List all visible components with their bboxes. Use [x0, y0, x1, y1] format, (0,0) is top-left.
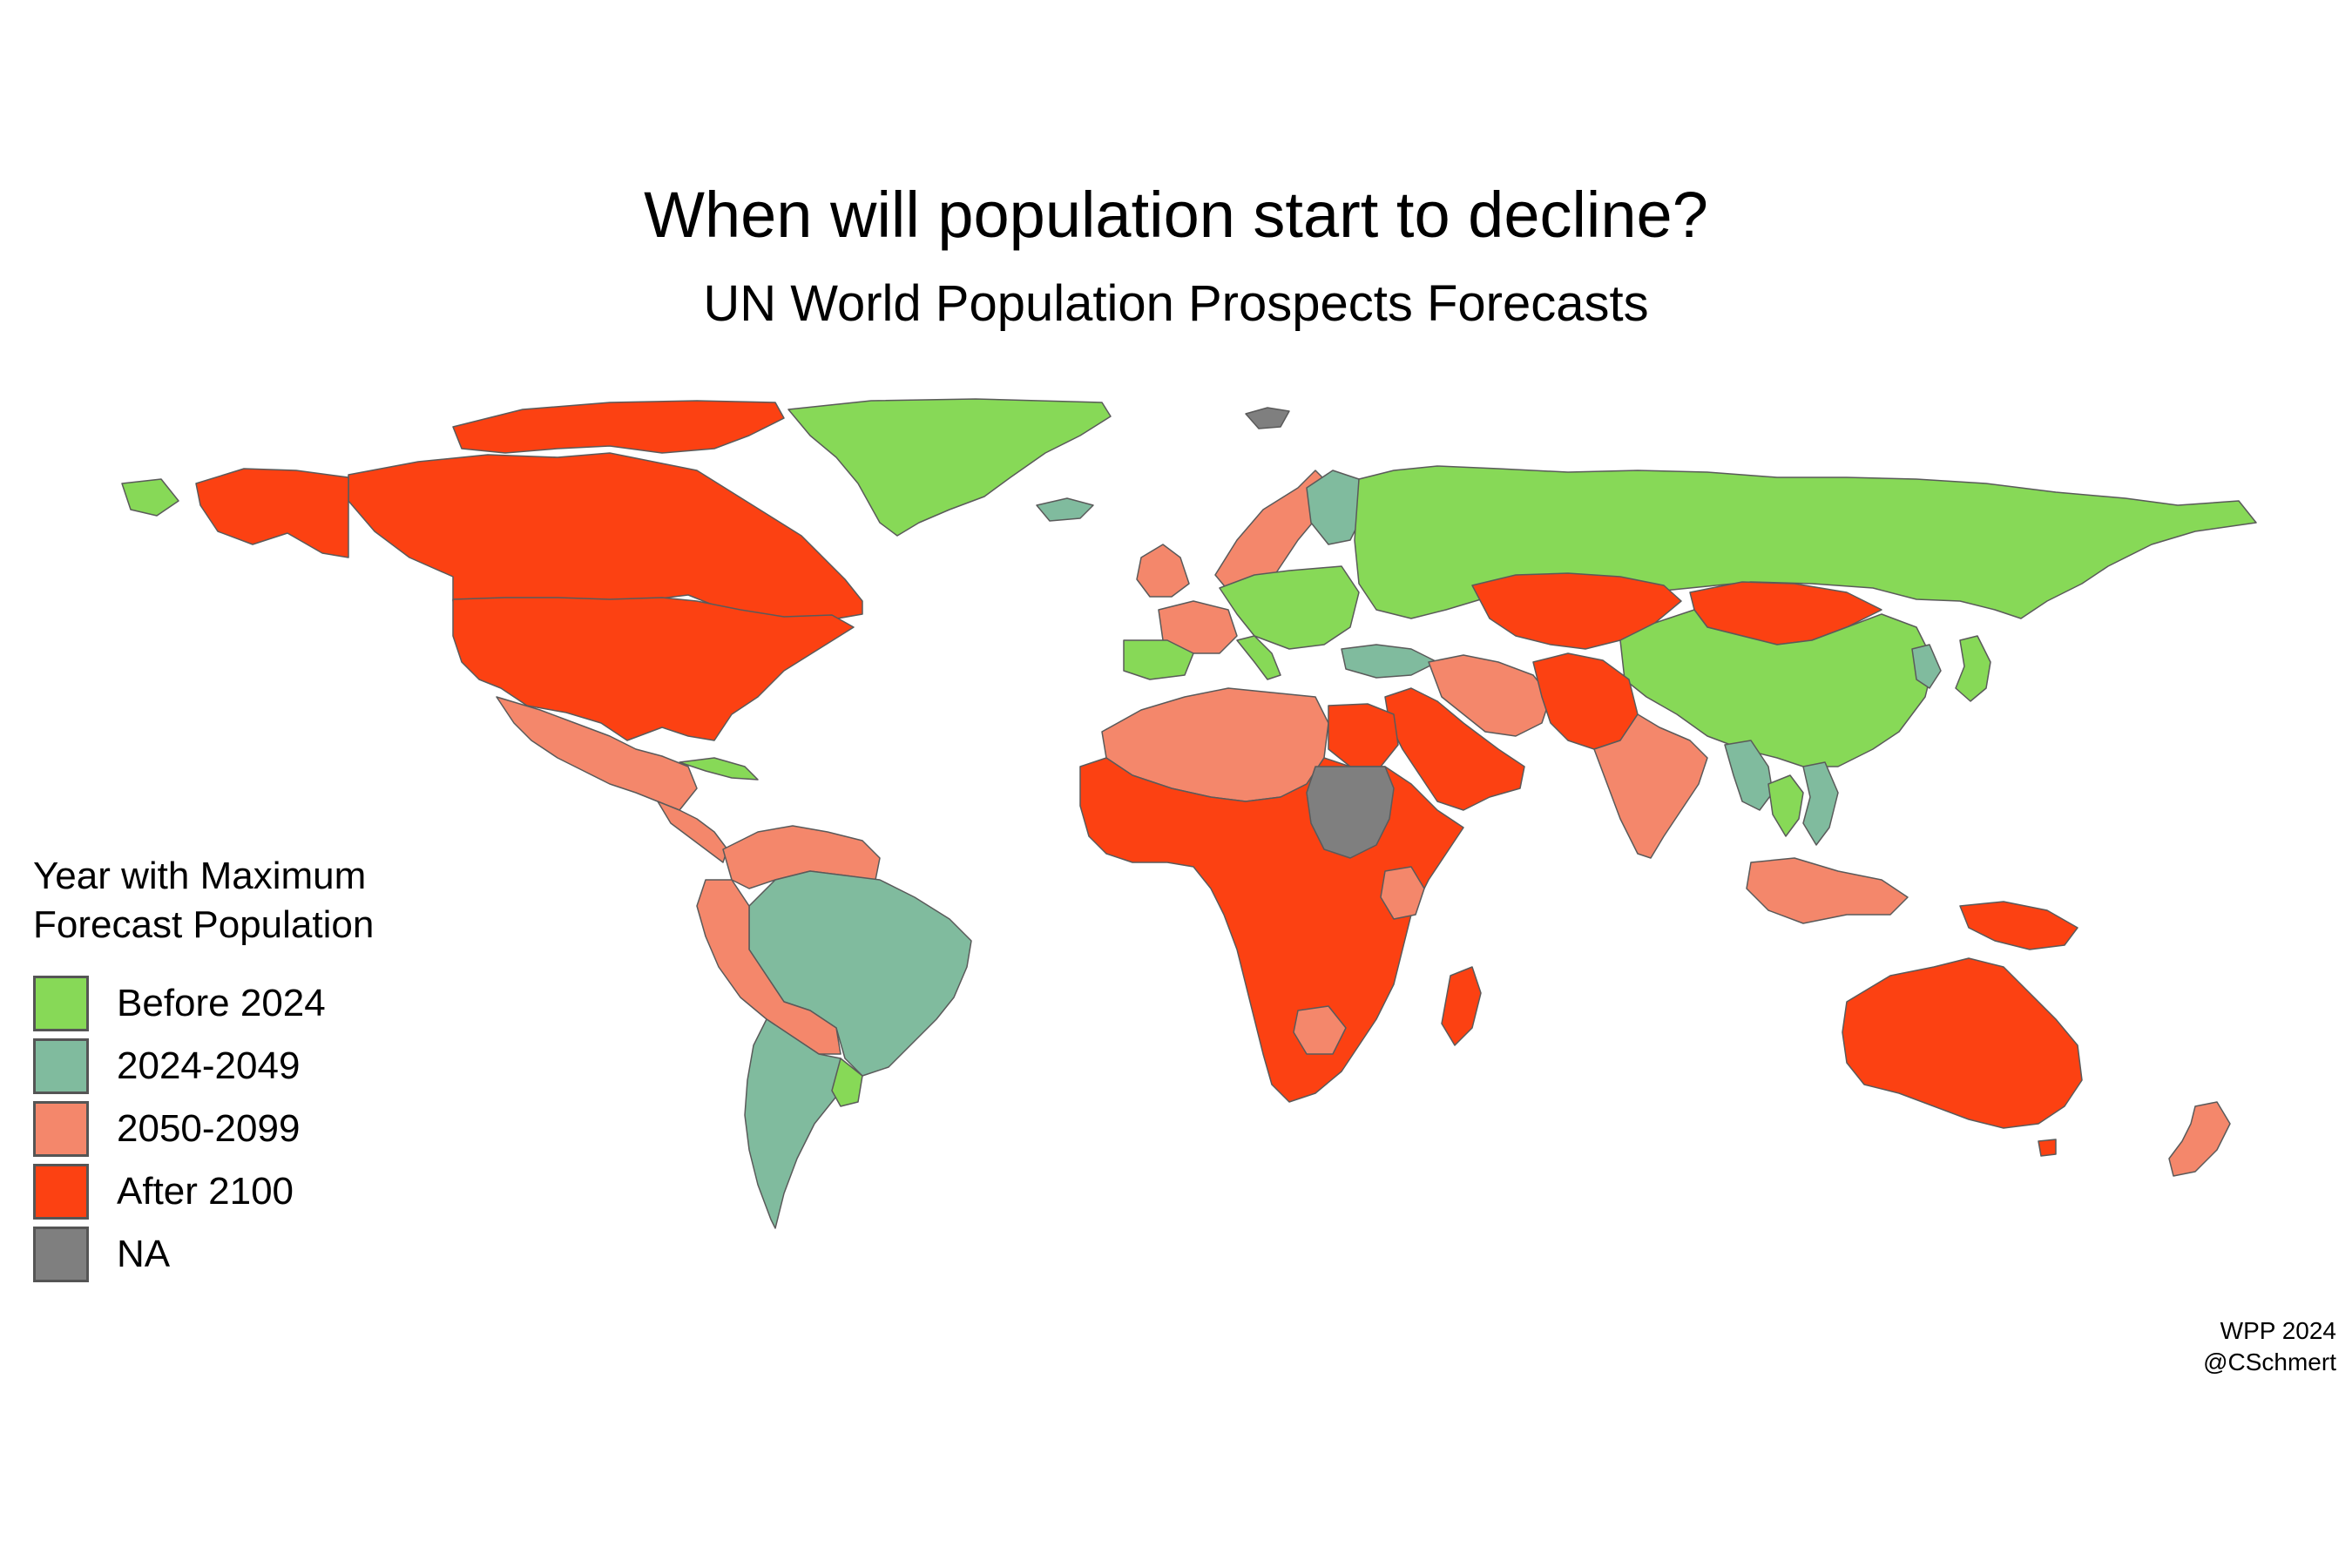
map-subtitle: UN World Population Prospects Forecasts [703, 275, 1649, 332]
legend-swatch [33, 976, 89, 1031]
region-india [1593, 713, 1708, 859]
region-peru-bolivia [696, 879, 841, 1055]
region-australia [1842, 957, 2083, 1129]
region-vietnam [1802, 761, 1839, 846]
region-alaska [195, 468, 349, 558]
legend-label: 2024-2049 [117, 1044, 301, 1087]
legend-item-2024-2049: 2024-2049 [33, 1035, 374, 1098]
region-chile-argentina [744, 1018, 850, 1229]
author-line: @CSchmert [2203, 1348, 2336, 1375]
region-thailand [1767, 774, 1804, 837]
legend-swatch [33, 1101, 89, 1157]
region-tasmania [2038, 1139, 2057, 1157]
region-kenya [1380, 866, 1425, 920]
region-central-america [657, 801, 728, 863]
source-caption: WPP 2024 @CSchmert [2203, 1315, 2336, 1378]
legend-item-after-2100: After 2100 [33, 1160, 374, 1223]
legend-item-before-2024: Before 2024 [33, 972, 374, 1035]
region-afghanistan-pakistan [1532, 652, 1639, 750]
region-cuba [679, 757, 759, 781]
region-united-kingdom [1136, 544, 1190, 598]
region-papua-new-guinea [1959, 901, 2078, 950]
region-uruguay [831, 1058, 863, 1107]
region-japan [1955, 635, 1991, 702]
region-botswana [1293, 1005, 1347, 1055]
region-korea [1911, 644, 1942, 689]
region-maritime-southeast-asia [1746, 857, 1909, 924]
legend-label: NA [117, 1233, 171, 1275]
region-sudan [1306, 766, 1395, 859]
region-greenland [787, 398, 1112, 537]
region-iran [1428, 654, 1551, 737]
region-myanmar [1724, 740, 1774, 811]
legend-title: Year with Maximum Forecast Population [33, 855, 375, 946]
region-turkey [1341, 644, 1438, 679]
legend-swatch [33, 1164, 89, 1220]
region-united-states [452, 597, 855, 741]
legend-label: After 2100 [117, 1170, 294, 1213]
map-title: When will population start to decline? [644, 179, 1708, 251]
region-egypt [1328, 703, 1399, 767]
region-iceland [1036, 497, 1094, 522]
legend-swatch [33, 1038, 89, 1094]
legend: Year with Maximum Forecast Population Be… [33, 852, 374, 1286]
region-italy [1236, 635, 1281, 680]
region-central-europe [1219, 565, 1360, 650]
region-new-zealand [2168, 1101, 2231, 1177]
region-canadian-arctic-islands [452, 400, 785, 454]
legend-swatch [33, 1227, 89, 1282]
legend-label: 2050-2099 [117, 1107, 301, 1150]
region-svalbard [1245, 407, 1290, 429]
region-alaska-west-tip [121, 478, 179, 517]
region-china [1619, 609, 1935, 767]
region-canada [348, 452, 863, 625]
region-arabian-peninsula [1384, 687, 1525, 811]
legend-label: Before 2024 [117, 982, 326, 1024]
region-iberia [1123, 639, 1194, 680]
region-madagascar [1441, 966, 1482, 1046]
legend-item-2050-2099: 2050-2099 [33, 1098, 374, 1160]
legend-item-na: NA [33, 1223, 374, 1286]
source-line: WPP 2024 [2220, 1317, 2336, 1344]
region-sub-saharan-africa [1079, 757, 1464, 1103]
